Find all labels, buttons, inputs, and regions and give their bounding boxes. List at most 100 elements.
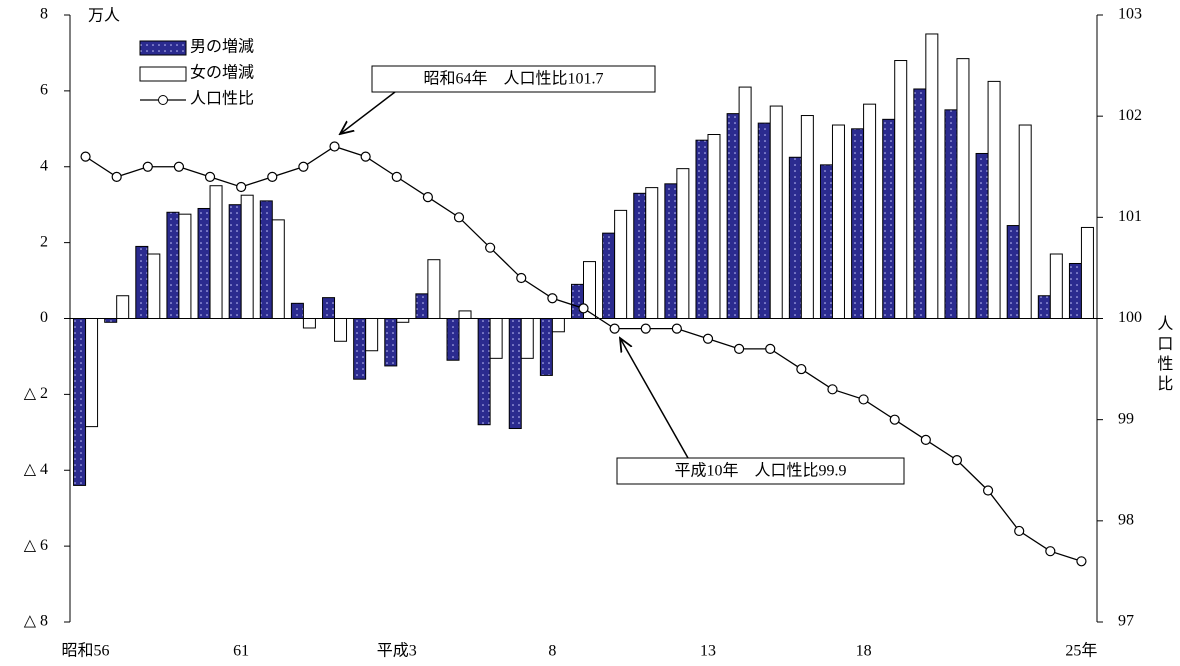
ratio-marker: [422, 192, 433, 203]
y2-axis-label: 人口性比: [1154, 315, 1173, 395]
ratio-marker: [485, 242, 496, 253]
bar: [228, 204, 242, 319]
bar: [851, 128, 865, 319]
bar: [1068, 262, 1082, 320]
bar: [614, 209, 628, 319]
bar: [427, 259, 441, 319]
bar: [602, 232, 616, 319]
y-tick-label: 4: [40, 157, 48, 174]
bar: [738, 86, 752, 319]
bar: [913, 88, 927, 320]
bar: [975, 152, 989, 319]
bar: [365, 318, 379, 352]
bar: [116, 295, 130, 319]
bar: [757, 122, 771, 319]
bar: [882, 118, 896, 319]
bar: [1049, 253, 1063, 320]
bar: [551, 318, 565, 333]
bar: [520, 318, 534, 359]
bar: [271, 219, 285, 319]
ratio-marker: [329, 141, 340, 152]
ratio-marker: [734, 343, 745, 354]
bar: [819, 164, 833, 319]
bar: [209, 185, 223, 319]
ratio-marker: [204, 171, 216, 182]
bar: [1080, 226, 1094, 319]
ratio-marker: [796, 363, 807, 375]
legend-label: 男の増減: [190, 38, 254, 56]
ratio-marker: [951, 455, 963, 466]
bar: [944, 109, 958, 319]
bar: [987, 80, 1001, 319]
ratio-marker: [578, 303, 589, 314]
bar: [489, 318, 503, 359]
ratio-marker: [1076, 556, 1087, 567]
bar: [446, 318, 460, 361]
bar: [147, 253, 161, 320]
bar: [197, 207, 211, 319]
bar: [894, 60, 908, 320]
bar: [707, 134, 721, 319]
ratio-marker: [702, 333, 714, 344]
bar: [178, 213, 192, 319]
bar: [676, 168, 690, 319]
y2-tick-label: 102: [1118, 107, 1142, 124]
bar: [726, 113, 740, 319]
annotation-text: 平成10年 人口性比99.9: [674, 462, 846, 480]
bar: [695, 139, 709, 319]
annotation-box: [371, 65, 656, 93]
legend-swatch: [158, 95, 168, 105]
bar: [166, 211, 180, 319]
annotation-text: 昭和64年 人口性比101.7: [423, 70, 603, 88]
x-tick-label: 8: [548, 643, 556, 660]
ratio-marker: [236, 181, 247, 193]
bar: [322, 297, 336, 319]
legend-swatch: [139, 40, 187, 56]
x-tick-label: 13: [700, 643, 716, 660]
bar: [539, 318, 553, 376]
ratio-marker: [982, 485, 994, 496]
bar: [1018, 124, 1032, 319]
bar: [664, 183, 678, 319]
bar: [645, 187, 659, 319]
bar: [800, 115, 814, 319]
ratio-marker: [1045, 546, 1056, 557]
y-tick-label: △ 4: [24, 461, 48, 478]
bar: [384, 318, 398, 367]
bar: [571, 283, 584, 320]
ratio-marker: [142, 161, 153, 172]
bar: [458, 310, 472, 320]
y2-tick-label: 103: [1118, 6, 1142, 23]
y2-tick-label: 99: [1118, 410, 1134, 427]
bar: [302, 318, 316, 329]
x-tick-label: 18: [856, 643, 872, 660]
ratio-marker: [360, 151, 371, 162]
ratio-marker: [298, 161, 309, 172]
bar: [831, 124, 845, 319]
bar: [396, 318, 410, 323]
x-tick-label: 25年: [1065, 642, 1097, 660]
annotation-arrow: [620, 338, 689, 459]
bar: [240, 194, 254, 319]
y2-tick-label: 101: [1118, 208, 1142, 225]
ratio-marker: [765, 343, 776, 354]
bar: [135, 245, 149, 319]
legend-label: 女の増減: [190, 63, 254, 82]
bar: [1037, 295, 1051, 319]
legend-label: 人口性比: [190, 90, 254, 108]
y-tick-label: 0: [40, 309, 48, 326]
annotation-box: [616, 457, 905, 485]
legend-swatch: [139, 66, 187, 82]
y-tick-label: 2: [40, 233, 48, 250]
ratio-marker: [391, 171, 402, 182]
y2-tick-label: 97: [1118, 613, 1134, 630]
ratio-marker: [671, 323, 682, 334]
y-unit: 万人: [88, 7, 120, 25]
y2-tick-label: 98: [1118, 512, 1134, 529]
bar: [73, 318, 87, 486]
bar: [353, 318, 367, 380]
bar: [925, 33, 939, 319]
bar: [633, 192, 647, 319]
x-tick-label: 平成3: [377, 642, 417, 660]
